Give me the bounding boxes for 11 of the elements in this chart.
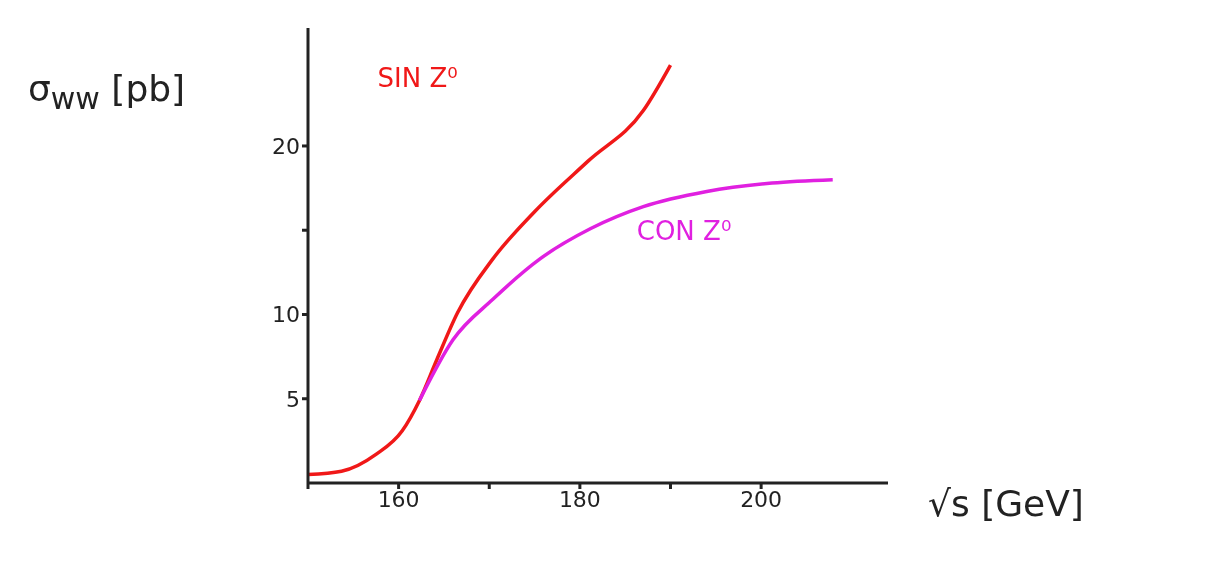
x-tick-label: 180 [558, 486, 601, 512]
x-axis-title: √s [GeV] [928, 483, 1084, 524]
y-axis-title: σ$_{ww}$ [pb] [28, 68, 186, 117]
y-tick-label: 20 [272, 133, 300, 159]
text: SIN Z⁰ [377, 63, 458, 94]
x-tick-label: 160 [377, 486, 420, 512]
series-label: CON Z⁰ [636, 215, 732, 246]
x-tick-label: 200 [740, 486, 783, 512]
y-tick-label: 10 [272, 302, 300, 328]
line-series [417, 177, 835, 403]
y-tick-label: 5 [286, 386, 300, 412]
